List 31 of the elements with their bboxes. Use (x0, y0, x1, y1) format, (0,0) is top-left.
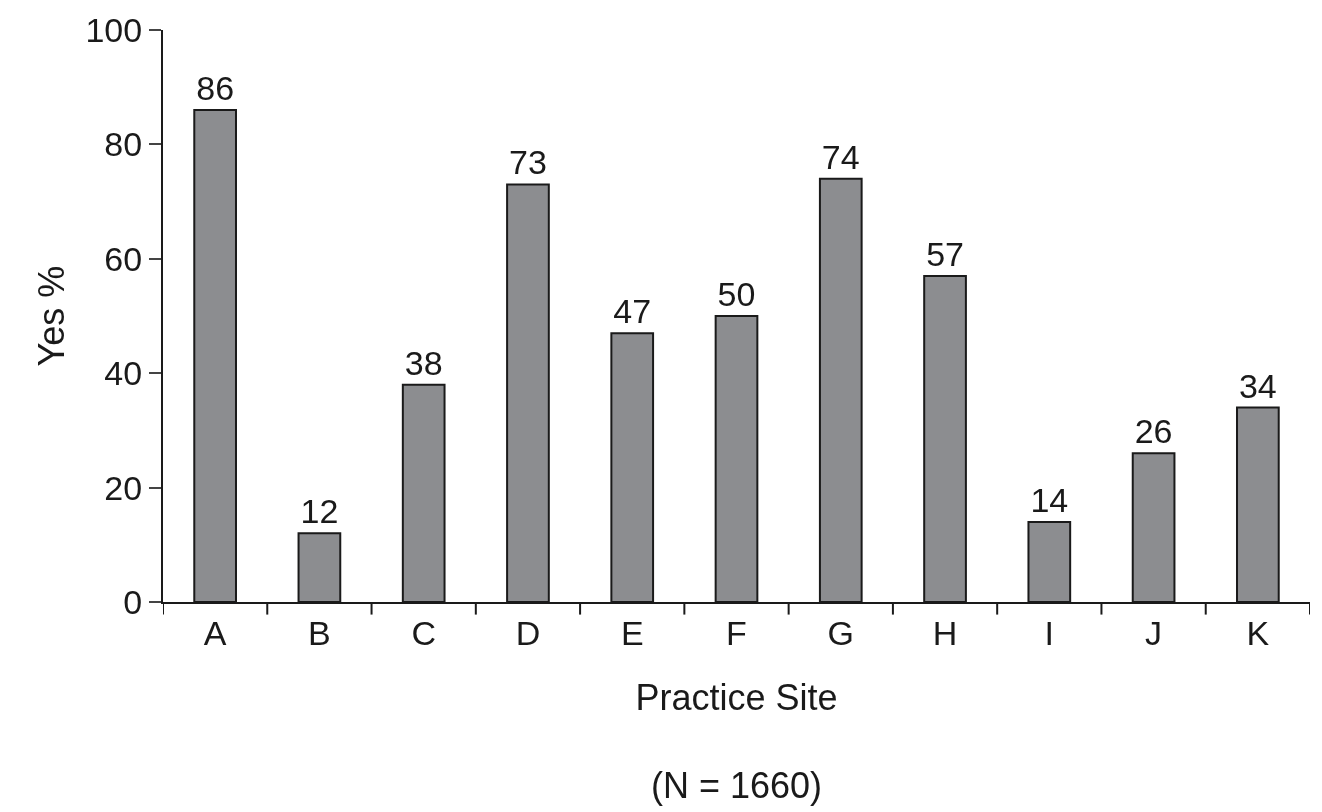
y-tick-label: 40 (104, 354, 143, 393)
data-label: 12 (300, 492, 339, 531)
text: (N = 1660) (651, 765, 823, 806)
y-tick-label: 20 (104, 468, 143, 507)
y-tick-label: 60 (104, 239, 143, 278)
x-tick-label: B (308, 613, 331, 652)
data-label: 73 (509, 143, 547, 182)
data-label: 50 (717, 275, 756, 313)
data-label: 74 (821, 137, 860, 176)
y-axis-title: Yes % (30, 265, 72, 367)
x-tick-label: K (1246, 613, 1270, 652)
data-label: 38 (404, 343, 443, 382)
x-tick-label: A (203, 613, 227, 652)
x-tick-label: D (515, 613, 541, 652)
x-tick-label: E (620, 613, 644, 652)
x-tick-label: I (1044, 613, 1055, 652)
y-tick-label: 100 (85, 10, 143, 49)
y-tick-label: 0 (123, 582, 143, 621)
x-tick-label: F (726, 613, 747, 652)
x-tick-label: G (827, 613, 854, 652)
data-label: 26 (1134, 412, 1173, 451)
data-label: 86 (196, 69, 235, 108)
x-tick-label: C (411, 613, 436, 652)
x-axis-title: Practice Site (635, 677, 838, 718)
data-label: 14 (1030, 480, 1069, 519)
x-tick-label: J (1145, 613, 1163, 652)
x-tick-label: H (932, 613, 958, 652)
data-label: 57 (926, 234, 964, 273)
data-label: 34 (1238, 366, 1277, 405)
y-tick-label: 80 (104, 125, 143, 164)
data-label: 47 (613, 292, 652, 331)
